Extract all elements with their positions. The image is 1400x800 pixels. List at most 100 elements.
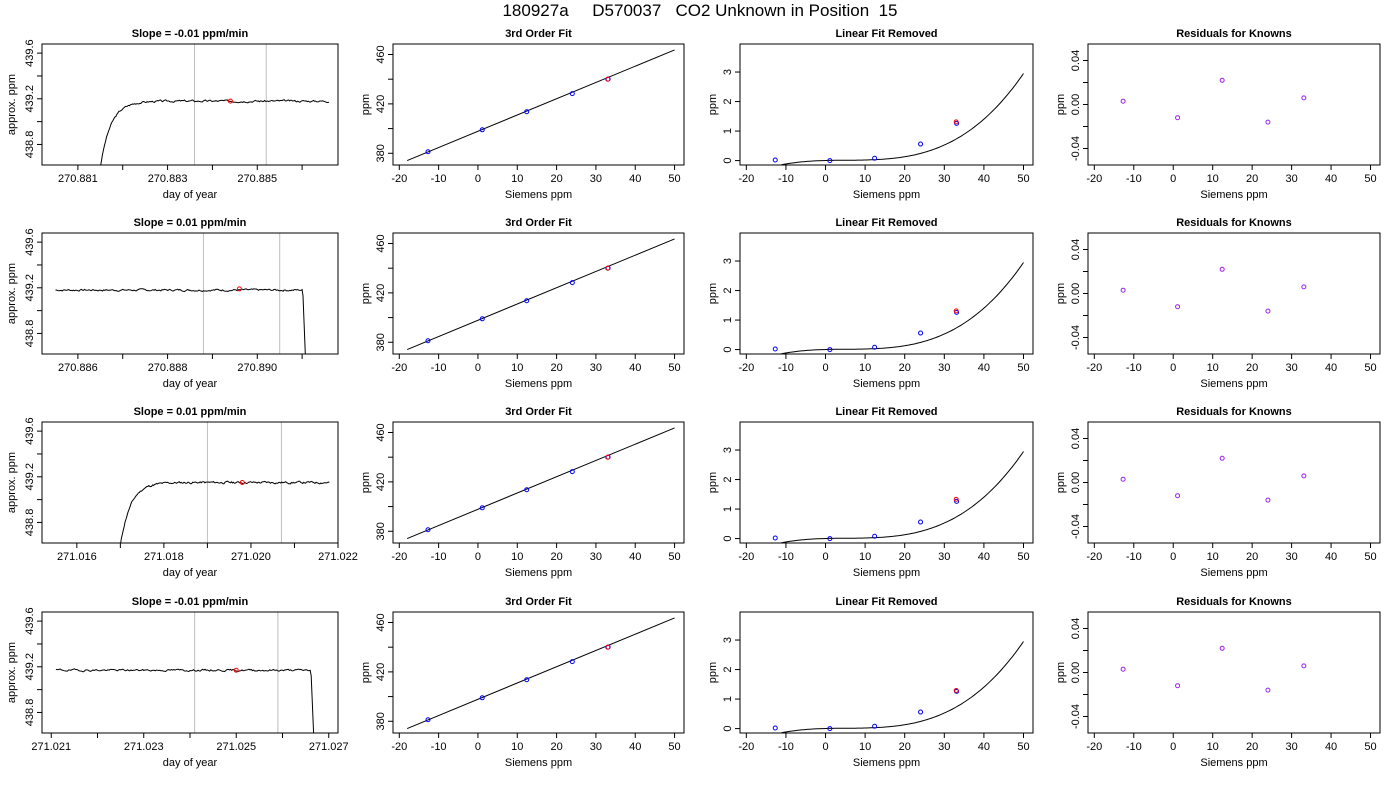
panel-title: Linear Fit Removed xyxy=(835,217,937,229)
y-tick-label: 439.2 xyxy=(24,85,36,113)
y-axis-label: ppm xyxy=(707,94,719,115)
x-tick-label: 50 xyxy=(1364,362,1376,374)
known-point xyxy=(569,469,575,475)
y-tick-label: 460 xyxy=(375,613,387,631)
residual-point xyxy=(1219,645,1225,651)
known-point xyxy=(872,723,878,729)
residual-curve xyxy=(777,73,1024,165)
plot-area xyxy=(55,233,306,354)
known-point xyxy=(425,527,431,533)
x-tick-label: 40 xyxy=(978,362,990,374)
y-tick-label: 439.6 xyxy=(24,228,36,256)
x-tick-label: -10 xyxy=(431,741,447,753)
x-tick-label: 20 xyxy=(899,551,911,563)
x-tick-label: 270.890 xyxy=(237,362,277,374)
x-tick-label: 10 xyxy=(1207,362,1219,374)
unknown-point xyxy=(953,308,959,314)
y-tick-label: 1 xyxy=(722,317,734,323)
y-axis-label: approx. ppm xyxy=(6,642,18,703)
residual-point xyxy=(1175,304,1181,310)
y-tick-label: 380 xyxy=(375,333,387,351)
known-point xyxy=(425,717,431,723)
x-tick-label: 20 xyxy=(1246,362,1258,374)
x-axis-label: day of year xyxy=(163,757,218,769)
known-point xyxy=(772,346,778,352)
residual-point xyxy=(1265,308,1271,314)
plot-frame xyxy=(41,43,339,166)
unknown-point xyxy=(953,119,959,125)
ppm-trace xyxy=(120,480,330,543)
y-tick-label: 420 xyxy=(375,284,387,302)
x-tick-label: 10 xyxy=(511,551,523,563)
x-tick-label: 40 xyxy=(1325,741,1337,753)
y-tick-label: 438.8 xyxy=(24,509,36,537)
panel-title: Slope = 0.01 ppm/min xyxy=(134,217,247,229)
panel-title: Residuals for Knowns xyxy=(1176,28,1292,40)
y-tick-label: 380 xyxy=(375,522,387,540)
plot-frame xyxy=(739,232,1034,355)
x-tick-label: 30 xyxy=(1285,741,1297,753)
x-tick-label: 0 xyxy=(475,362,481,374)
residual-curve xyxy=(777,641,1024,733)
x-tick-label: 271.022 xyxy=(318,551,358,563)
x-tick-label: 50 xyxy=(668,551,680,563)
plot-frame xyxy=(392,611,685,734)
x-tick-label: 50 xyxy=(1364,741,1376,753)
known-point xyxy=(918,330,924,336)
y-tick-label: 1 xyxy=(722,128,734,134)
x-axis-label: day of year xyxy=(163,567,218,579)
residual-point xyxy=(1219,77,1225,83)
panel-fit-row-2: 3rd Order Fit -20 -10 0 10 20 30 40 50 380 420 460 S… xyxy=(360,217,685,390)
known-point xyxy=(918,519,924,525)
y-tick-label: 460 xyxy=(375,234,387,252)
x-tick-label: 10 xyxy=(1207,741,1219,753)
known-point xyxy=(479,316,485,322)
y-tick-label: 420 xyxy=(375,473,387,491)
x-tick-label: 40 xyxy=(1325,173,1337,185)
x-tick-label: 20 xyxy=(1246,551,1258,563)
known-point xyxy=(918,141,924,147)
x-tick-label: -10 xyxy=(431,362,447,374)
plot-frame xyxy=(1087,232,1381,355)
known-point xyxy=(872,155,878,161)
residual-point xyxy=(1219,455,1225,461)
x-tick-label: 10 xyxy=(511,741,523,753)
plot-frame xyxy=(739,43,1034,166)
known-point xyxy=(425,149,431,155)
y-tick-label: 460 xyxy=(375,45,387,63)
panel-lin-row-3: Linear Fit Removed -20 -10 0 10 20 30 40 50 0 1 2 3 S… xyxy=(707,406,1034,579)
x-tick-label: 271.020 xyxy=(231,551,271,563)
x-tick-label: 40 xyxy=(629,362,641,374)
figure-title: 180927a D570037 CO2 Unknown in Position … xyxy=(502,1,898,20)
residual-point xyxy=(1301,663,1307,669)
panel-title: 3rd Order Fit xyxy=(505,28,572,40)
x-tick-label: 270.881 xyxy=(58,173,98,185)
y-tick-label: 439.2 xyxy=(24,463,36,491)
x-tick-label: -10 xyxy=(778,551,794,563)
unknown-point xyxy=(605,76,611,82)
y-tick-label: 438.8 xyxy=(24,699,36,727)
known-point xyxy=(524,487,530,493)
x-tick-label: -10 xyxy=(1126,173,1142,185)
known-point xyxy=(827,536,833,542)
y-tick-label: 0.00 xyxy=(1070,472,1082,493)
panel-trace-row-1: Slope = -0.01 ppm/min 270.881 270.883 270.8… xyxy=(6,28,339,201)
x-tick-label: 10 xyxy=(511,362,523,374)
y-tick-label: 380 xyxy=(375,712,387,730)
panel-lin-row-4: Linear Fit Removed -20 -10 0 10 20 30 40 50 0 1 2 3 S… xyxy=(707,596,1034,769)
unknown-point xyxy=(953,688,959,694)
x-tick-label: 40 xyxy=(629,173,641,185)
x-tick-label: -20 xyxy=(738,741,754,753)
residual-point xyxy=(1265,687,1271,693)
unknown-marker xyxy=(236,286,242,292)
x-axis-label: Siemens ppm xyxy=(505,567,572,579)
known-point xyxy=(772,725,778,731)
x-tick-label: 50 xyxy=(1017,741,1029,753)
x-tick-label: -20 xyxy=(738,551,754,563)
y-tick-label: 2 xyxy=(722,476,734,482)
y-tick-label: 439.2 xyxy=(24,274,36,302)
unknown-point xyxy=(605,644,611,650)
residual-point xyxy=(1120,98,1126,104)
known-point xyxy=(479,127,485,133)
x-tick-label: 30 xyxy=(1285,551,1297,563)
